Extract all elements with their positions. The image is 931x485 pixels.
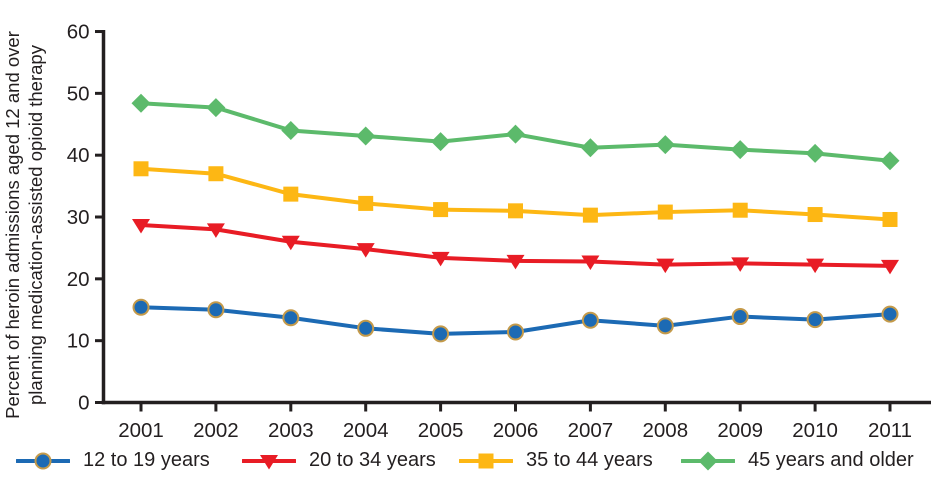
- svg-text:2002: 2002: [193, 419, 239, 442]
- diamond-marker-icon: [681, 451, 735, 470]
- legend-label: 12 to 19 years: [83, 449, 210, 471]
- svg-text:0: 0: [78, 392, 89, 415]
- circle-marker-icon: [16, 452, 70, 469]
- svg-text:60: 60: [67, 21, 90, 44]
- svg-text:20: 20: [67, 268, 90, 291]
- svg-text:2003: 2003: [268, 419, 314, 442]
- svg-text:2010: 2010: [792, 419, 838, 442]
- svg-text:50: 50: [67, 82, 90, 105]
- svg-text:2005: 2005: [418, 419, 464, 442]
- legend-item-12-to-19: 12 to 19 years: [16, 449, 210, 472]
- svg-text:10: 10: [67, 330, 90, 353]
- svg-text:2001: 2001: [118, 419, 164, 442]
- triangle-down-marker-icon: [242, 454, 296, 469]
- legend-item-20-to-34: 20 to 34 years: [242, 449, 436, 472]
- svg-text:2006: 2006: [493, 419, 539, 442]
- svg-text:2004: 2004: [343, 419, 389, 442]
- legend-label: 20 to 34 years: [309, 449, 436, 471]
- legend-label: 35 to 44 years: [526, 449, 653, 471]
- svg-text:2008: 2008: [642, 419, 688, 442]
- legend-item-35-to-44: 35 to 44 years: [459, 449, 653, 472]
- legend: 12 to 19 years 20 to 34 years 35 to 44 y…: [0, 446, 931, 485]
- svg-text:40: 40: [67, 144, 90, 167]
- legend-label: 45 years and older: [748, 449, 914, 471]
- plot-area: 0 10 20 30 40 50 60 2001 2002 2003 2004 2005 2006 200…: [67, 21, 931, 442]
- legend-item-45-and-older: 45 years and older: [681, 449, 914, 472]
- svg-text:2007: 2007: [568, 419, 614, 442]
- square-marker-icon: [459, 453, 513, 468]
- svg-text:2011: 2011: [868, 419, 912, 442]
- svg-text:2009: 2009: [717, 419, 763, 442]
- svg-text:30: 30: [67, 206, 90, 229]
